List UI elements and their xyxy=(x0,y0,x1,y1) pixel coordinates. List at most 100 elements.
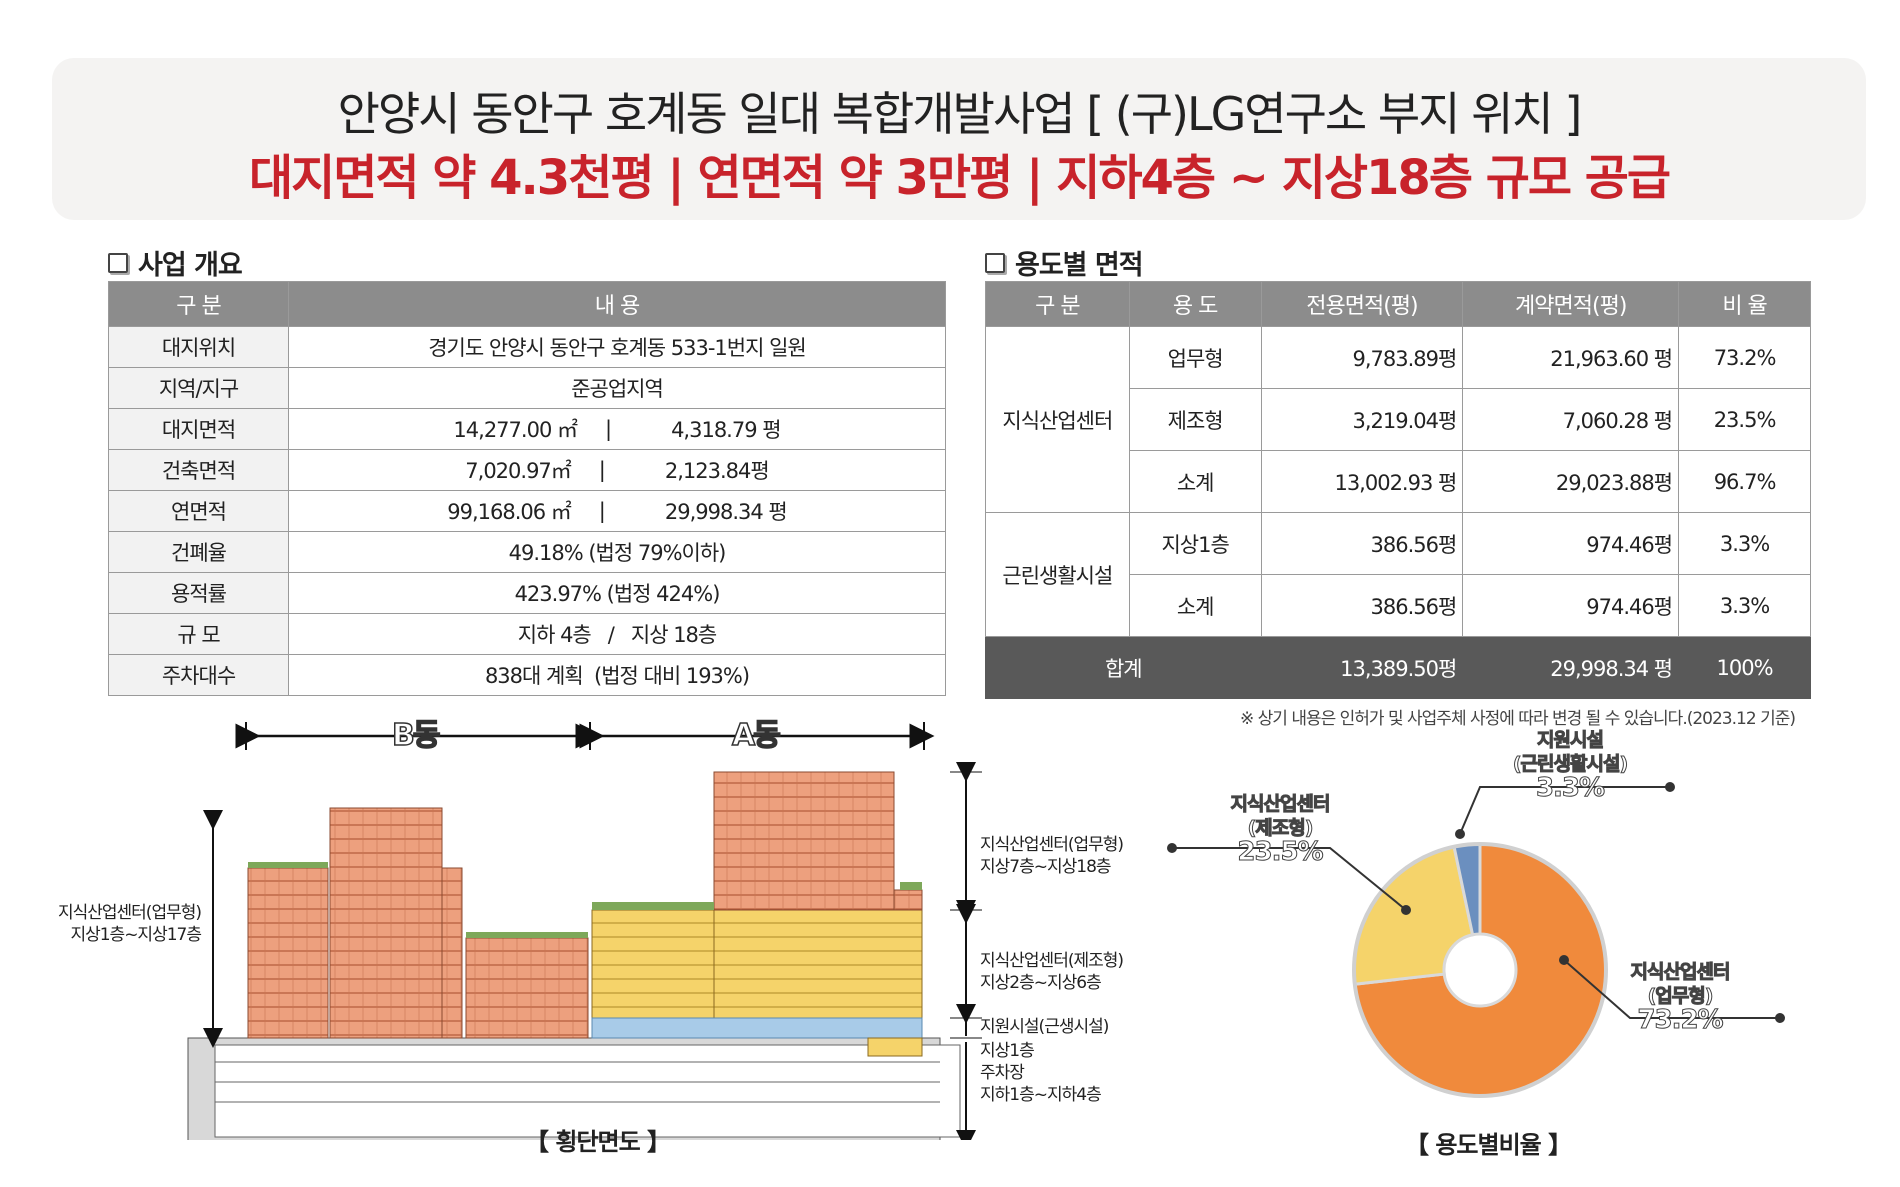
exclusive-area: 3,219.04평 xyxy=(1260,388,1464,451)
table-row: 대지면적 14,277.00 ㎡ | 4,318.79 평 xyxy=(108,408,946,450)
row-label: 지역/지구 xyxy=(108,367,289,409)
table-row: 지식산업센터 업무형 9,783.89평 21,963.60 평 73.2% xyxy=(985,326,1811,513)
left-floor-label: 지식산업센터(업무형) 지상1층~지상17층 xyxy=(56,902,202,946)
ratio: 23.5% xyxy=(1678,388,1811,451)
table-row: 용적률 423.97% (법정 424%) xyxy=(108,572,946,614)
overview-section-title: 사업 개요 xyxy=(108,243,243,282)
b-wing-low-block xyxy=(247,867,329,1039)
ratio: 73.2% xyxy=(1678,326,1811,389)
pie-percent: 23.5% xyxy=(1237,837,1324,867)
use-type: 소계 xyxy=(1128,574,1262,637)
checkbox-bullet-icon xyxy=(985,253,1005,273)
usage-section-title: 용도별 면적 xyxy=(985,243,1144,282)
b-wing-podium xyxy=(465,937,589,1039)
row-value: 준공업지역 xyxy=(288,367,946,409)
pie-outline xyxy=(1352,842,1608,1098)
contract-area: 7,060.28 평 xyxy=(1462,388,1680,451)
a-wing-manufacturing-floors xyxy=(591,909,715,1019)
pie-caption: 【 용도별비율 】 xyxy=(1405,1131,1572,1159)
label-line: 지상7층~지상18층 xyxy=(980,857,1112,877)
table-row: 주차대수 838대 계획 (법정 대비 193%) xyxy=(108,654,946,696)
pie-label-support: 지원시설 (근린생활시설) 3.3% xyxy=(1470,728,1670,803)
table-header: 구 분 xyxy=(985,281,1130,327)
area-sqm: 7,020.97㎡ xyxy=(465,459,572,483)
exclusive-area: 386.56평 xyxy=(1260,574,1464,637)
label-line: (제조형) xyxy=(1247,817,1314,840)
a-wing-tower xyxy=(713,771,895,911)
row-label: 주차대수 xyxy=(108,654,289,696)
group-label: 지식산업센터 xyxy=(985,326,1130,513)
pie-label-office: 지식산업센터 (업무형) 73.2% xyxy=(1580,960,1780,1035)
contract-area: 974.46평 xyxy=(1462,512,1680,575)
row-value: 423.97% (법정 424%) xyxy=(288,572,946,614)
label-line: 지원시설 xyxy=(1537,729,1605,752)
table-row: 근린생활시설 지상1층 386.56평 974.46평 3.3% xyxy=(985,512,1811,637)
use-type: 소계 xyxy=(1128,450,1262,513)
row-label: 건축면적 xyxy=(108,449,289,491)
pie-leader-lines xyxy=(1167,782,1785,1023)
contract-area: 29,023.88평 xyxy=(1462,450,1680,513)
label-line: 지식산업센터(제조형) xyxy=(980,951,1124,971)
usage-pie-chart xyxy=(1352,842,1608,1098)
wing-a-label: A동 xyxy=(731,717,781,754)
right-label-support: 지원시설(근생시설) xyxy=(980,1017,1109,1037)
table-row: 대지위치 경기도 안양시 동안구 호계동 533-1번지 일원 xyxy=(108,326,946,368)
table-row: 규 모 지하 4층 / 지상 18층 xyxy=(108,613,946,655)
area-pyeong: 4,318.79 평 xyxy=(671,418,782,442)
area-pyeong: 2,123.84평 xyxy=(664,459,770,483)
table-header: 계약면적(평) xyxy=(1462,281,1680,327)
ratio: 96.7% xyxy=(1678,450,1811,513)
group-label: 근린생활시설 xyxy=(985,512,1130,637)
use-type: 업무형 xyxy=(1128,326,1262,389)
row-value: 14,277.00 ㎡ | 4,318.79 평 xyxy=(288,408,946,450)
exclusive-area: 386.56평 xyxy=(1260,512,1464,575)
right-label-parking: 지상1층 주차장 지하1층~지하4층 xyxy=(980,1040,1102,1106)
use-type: 제조형 xyxy=(1128,388,1262,451)
exclusive-area: 13,002.93 평 xyxy=(1260,450,1464,513)
label-line: 지식산업센터(업무형) xyxy=(980,835,1124,855)
pie-percent: 73.2% xyxy=(1637,1005,1724,1035)
usage-title-text: 용도별 면적 xyxy=(1015,250,1144,281)
label-line: 지하1층~지하4층 xyxy=(980,1085,1102,1105)
table-header: 용 도 xyxy=(1128,281,1262,327)
pie-percent: 3.3% xyxy=(1535,773,1605,803)
table-row: 소계 386.56평 974.46평 3.3% xyxy=(986,574,1811,637)
checkbox-bullet-icon xyxy=(108,253,128,273)
header-banner: 안양시 동안구 호계동 일대 복합개발사업 [ (구)LG연구소 부지 위치 ]… xyxy=(52,58,1866,220)
label-line: 주차장 xyxy=(980,1063,1025,1083)
overview-title-text: 사업 개요 xyxy=(138,250,243,281)
table-header: 전용면적(평) xyxy=(1260,281,1464,327)
wing-b-label: B동 xyxy=(391,717,441,754)
total-exclusive: 13,389.50평 xyxy=(1260,636,1464,699)
ratio: 3.3% xyxy=(1678,512,1811,575)
table-row: 지역/지구 준공업지역 xyxy=(108,367,946,409)
row-label: 대지면적 xyxy=(108,408,289,450)
label-line: 지식산업센터 xyxy=(1630,961,1731,984)
table-header: 내 용 xyxy=(288,281,946,327)
row-label: 대지위치 xyxy=(108,326,289,368)
total-row: 합계 13,389.50평 29,998.34 평 100% xyxy=(985,636,1811,699)
row-value: 99,168.06 ㎡ | 29,998.34 평 xyxy=(288,490,946,532)
row-label: 규 모 xyxy=(108,613,289,655)
left-label-line2: 지상1층~지상17층 xyxy=(70,925,202,945)
label-line: (업무형) xyxy=(1647,985,1714,1008)
left-label-line1: 지식산업센터(업무형) xyxy=(57,903,202,923)
row-value: 7,020.97㎡ | 2,123.84평 xyxy=(288,449,946,491)
row-value: 지하 4층 / 지상 18층 xyxy=(288,613,946,655)
label-line: 지상2층~지상6층 xyxy=(980,973,1102,993)
row-label: 용적률 xyxy=(108,572,289,614)
row-label: 건폐율 xyxy=(108,531,289,573)
disclaimer-note: ※ 상기 내용은 인허가 및 사업주체 사정에 따라 변경 될 수 있습니다.(… xyxy=(1240,709,1796,729)
total-contract: 29,998.34 평 xyxy=(1462,636,1680,699)
overview-table: 구 분 내 용 대지위치 경기도 안양시 동안구 호계동 533-1번지 일원 … xyxy=(108,281,946,696)
table-row: 건폐율 49.18% (법정 79%이하) xyxy=(108,531,946,573)
table-header: 구 분 xyxy=(108,281,289,327)
label-line: (근린생활시설) xyxy=(1512,753,1628,776)
label-line: 지식산업센터 xyxy=(1230,793,1331,816)
cross-section-diagram xyxy=(187,722,982,1140)
contract-area: 21,963.60 평 xyxy=(1462,326,1680,389)
area-sqm: 14,277.00 ㎡ xyxy=(453,418,578,442)
exclusive-area: 9,783.89평 xyxy=(1260,326,1464,389)
area-pyeong: 29,998.34 평 xyxy=(664,500,788,524)
total-label: 합계 xyxy=(985,636,1262,699)
